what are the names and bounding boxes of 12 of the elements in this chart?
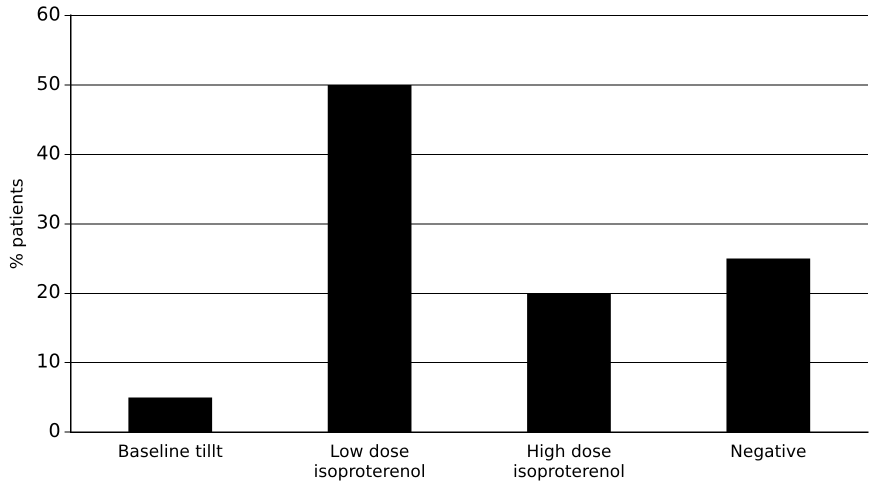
x-tick-label: Low dose isoproterenol [314,442,426,482]
y-axis-title: % patients [8,178,28,270]
y-tick-label: 20 [36,281,61,304]
y-tick-label: 30 [36,212,61,234]
y-tick-label: 10 [36,350,61,373]
x-tick-label: Baseline tillt [118,442,224,462]
y-tick-label: 40 [36,142,61,164]
x-tick-label: High dose isoproterenol [513,442,625,482]
y-tick-label: 50 [36,72,61,95]
y-tick-label: 60 [36,3,61,26]
x-tick-label: Negative [730,442,806,462]
y-tick-label: 0 [48,420,61,442]
